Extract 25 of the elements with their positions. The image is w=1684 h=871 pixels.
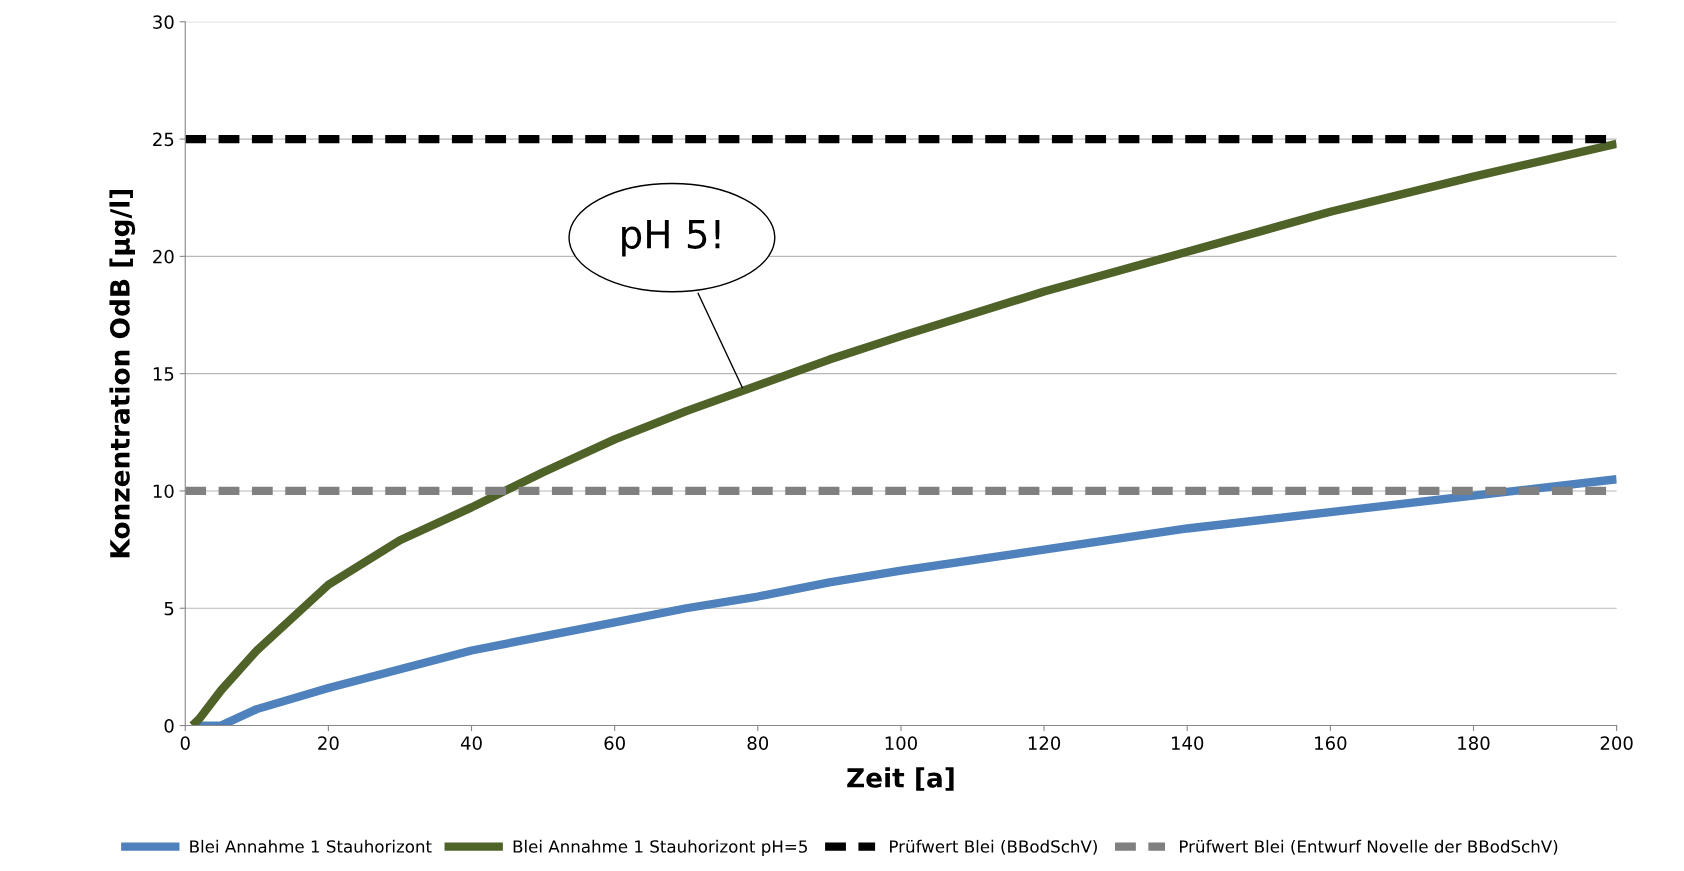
x-tick-label: 140: [1171, 736, 1204, 750]
x-tick-label: 120: [1028, 736, 1061, 750]
legend-label: Prüfwert Blei (BBodSchV): [890, 839, 1097, 855]
x-tick-label: 180: [1458, 736, 1490, 750]
legend-label: Prüfwert Blei (Entwurf Novelle der BBodSchV): [1179, 839, 1558, 855]
x-tick-label: 40: [460, 736, 482, 750]
y-tick-label: 30: [153, 15, 174, 29]
y-tick-label: 15: [153, 367, 174, 381]
x-tick-label: 200: [1600, 736, 1633, 750]
y-tick-label: 5: [164, 601, 174, 616]
x-tick-label: 100: [885, 736, 917, 750]
y-axis-title: Konzentration OdB [µg/l]: [109, 189, 136, 558]
legend-label: Blei Annahme 1 Stauhorizont: [190, 839, 432, 853]
y-tick-label: 10: [153, 484, 174, 499]
legend-label: Blei Annahme 1 Stauhorizont pH=5: [513, 839, 807, 856]
annotation: pH 5!: [622, 219, 720, 257]
x-tick-label: 60: [604, 736, 625, 750]
y-tick-label: 25: [153, 132, 174, 147]
x-tick-label: 20: [318, 736, 339, 750]
x-tick-label: 0: [180, 736, 190, 750]
y-tick-label: 20: [153, 249, 174, 264]
x-axis-title: Zeit [a]: [847, 767, 954, 791]
y-tick-label: 0: [164, 719, 174, 733]
x-tick-label: 80: [747, 736, 769, 750]
x-tick-label: 160: [1315, 736, 1347, 750]
